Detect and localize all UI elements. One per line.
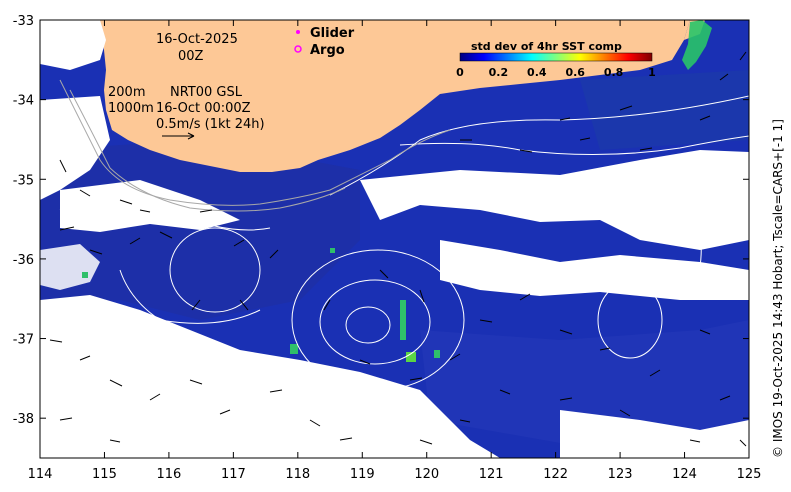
contours [59, 95, 749, 391]
colorbar-tick-label: 0.4 [527, 66, 547, 79]
x-tick-label: 121 [479, 467, 504, 482]
cloud-gap-west [40, 96, 110, 200]
time-label: 00Z [178, 49, 204, 64]
current-vectors [49, 51, 747, 447]
x-tick-label: 115 [92, 467, 117, 482]
timestamp-label: 16-Oct 00:00Z [156, 101, 251, 116]
glider-legend-label: Glider [310, 26, 355, 41]
scale-arrow [162, 132, 195, 140]
cloud-gap-central [360, 150, 749, 250]
colorbar-tick-label: 0.2 [489, 66, 509, 79]
y-tick-label: -33 [13, 14, 34, 29]
x-tick-label: 124 [672, 467, 697, 482]
plot-area [40, 20, 749, 458]
x-tick-label: 114 [28, 467, 53, 482]
x-tick-label: 117 [221, 467, 246, 482]
glider-marker-icon [296, 30, 300, 34]
colorbar-tick-label: 1 [648, 66, 656, 79]
y-tick-label: -37 [13, 333, 34, 348]
x-tick-label: 122 [543, 467, 568, 482]
cloud-gap-edge [40, 244, 100, 290]
ocean-patch-northeast [580, 70, 749, 150]
axes-frame [39, 19, 750, 459]
argo-legend-label: Argo [310, 43, 345, 58]
credit-text: © IMOS 19-Oct-2025 14:43 Hobart; Tscale=… [771, 119, 785, 458]
colorbar-tick-label: 0 [456, 66, 464, 79]
y-axis: -33 -34 -35 -36 -37 -38 [13, 14, 749, 427]
colorbar-tick-label: 0.8 [604, 66, 624, 79]
y-tick-label: -36 [13, 253, 34, 268]
colorbar-title: std dev of 4hr SST comp [471, 40, 622, 53]
depth-label-2: 1000m [108, 101, 154, 116]
x-tick-label: 119 [350, 467, 375, 482]
y-tick-label: -38 [13, 412, 34, 427]
depth-label-1: 200m [108, 85, 145, 100]
product-label: NRT00 GSL [170, 85, 243, 100]
ocean-patch-south [420, 320, 749, 450]
scale-label: 0.5m/s (1kt 24h) [156, 117, 265, 132]
x-tick-label: 116 [156, 467, 181, 482]
cloud-gap-east [440, 240, 749, 300]
argo-marker-icon [294, 45, 302, 53]
x-tick-label: 120 [414, 467, 439, 482]
x-tick-label: 123 [608, 467, 633, 482]
x-axis: 114 115 116 117 118 119 120 121 122 123 124 125 [28, 20, 762, 482]
cloud-gap-nw [40, 20, 106, 70]
cloud-gap-south [40, 295, 500, 458]
x-tick-label: 118 [285, 467, 310, 482]
coastal-highstd [682, 20, 712, 70]
date-label: 16-Oct-2025 [156, 32, 238, 47]
y-tick-label: -34 [13, 94, 34, 109]
x-tick-label: 125 [737, 467, 762, 482]
colorbar-tick-label: 0.6 [565, 66, 585, 79]
highstd-pixels [82, 248, 440, 362]
colorbar-ticks: 0 0.2 0.4 0.6 0.8 1 [456, 66, 656, 79]
y-tick-label: -35 [13, 173, 34, 188]
colorbar [459, 52, 653, 62]
isobaths [59, 79, 451, 212]
cloud-gap-southeast [560, 410, 749, 458]
